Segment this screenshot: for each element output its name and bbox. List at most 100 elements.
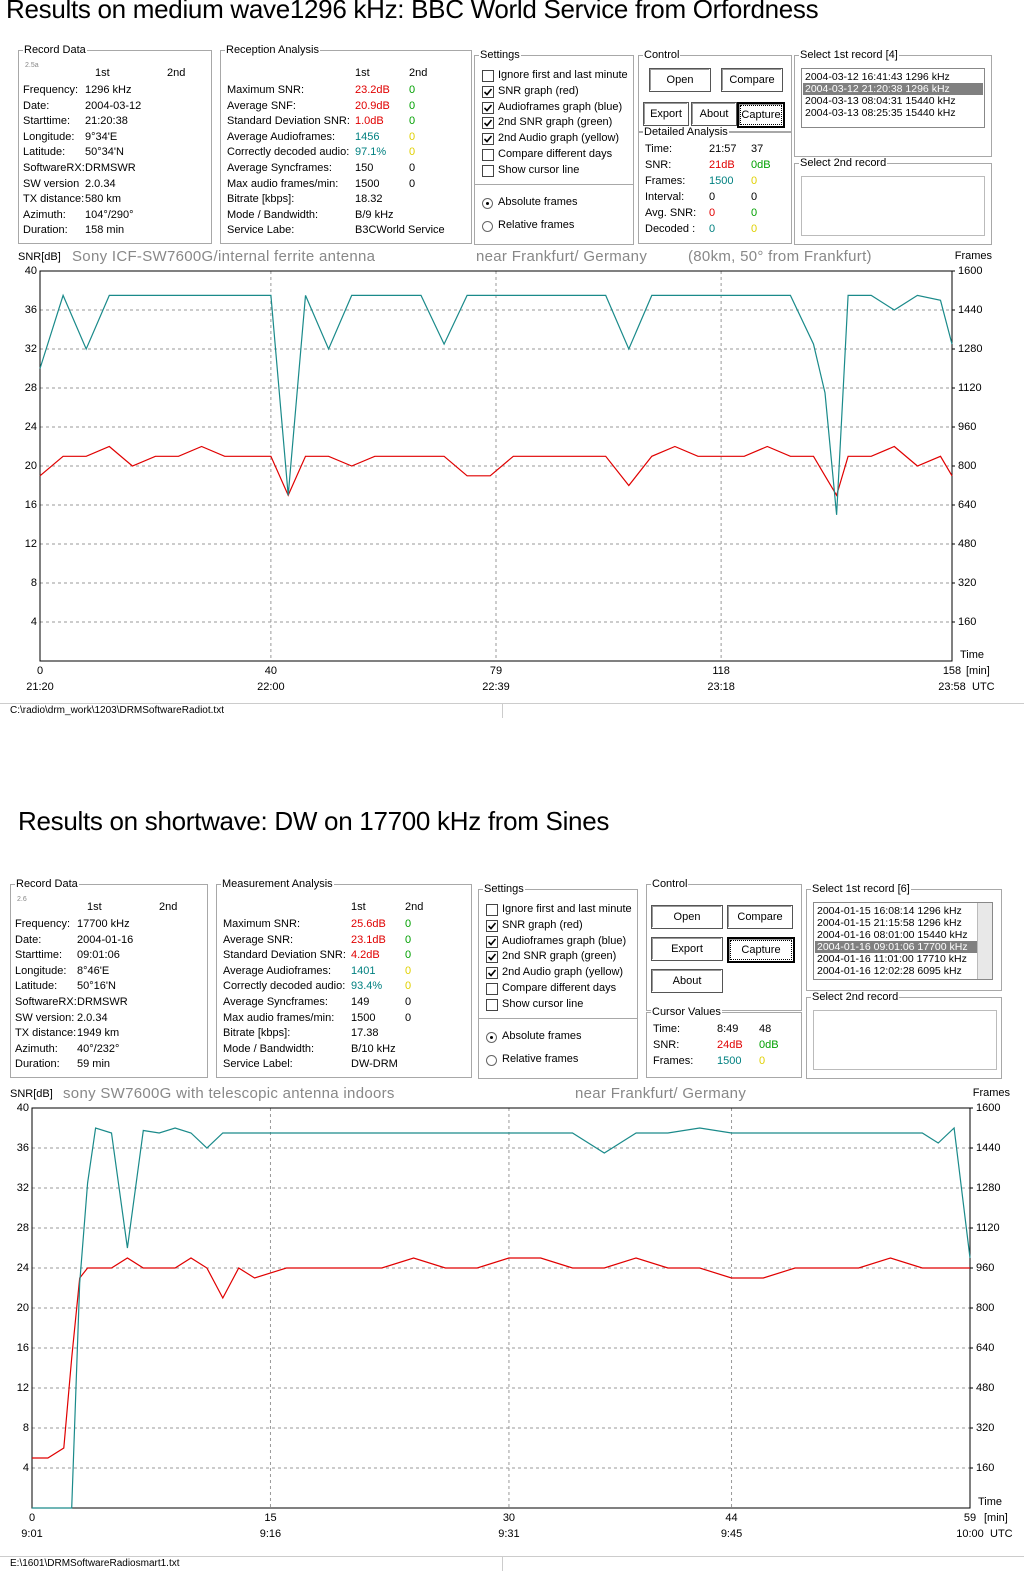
second-value: 0 bbox=[759, 1055, 766, 1067]
field-label: Interval: bbox=[645, 191, 685, 203]
checkbox[interactable] bbox=[486, 998, 498, 1011]
button[interactable]: Export bbox=[651, 937, 723, 961]
field-label: SoftwareRX: bbox=[15, 996, 77, 1008]
y-tick-label: 24 bbox=[25, 421, 37, 433]
field-label: Frequency: bbox=[15, 918, 71, 930]
radio[interactable] bbox=[482, 221, 493, 232]
radio[interactable] bbox=[486, 1032, 497, 1043]
checkbox[interactable] bbox=[486, 935, 498, 948]
field-label: SW version: bbox=[15, 1011, 75, 1024]
y-tick-label: 4 bbox=[23, 1462, 29, 1474]
version: 2.5a bbox=[25, 62, 39, 69]
second-value: 48 bbox=[759, 1023, 772, 1035]
y2-tick-label: 640 bbox=[976, 1342, 994, 1354]
checkbox[interactable] bbox=[482, 149, 494, 161]
first-value: B/9 kHz bbox=[355, 208, 394, 221]
button[interactable]: Export bbox=[643, 102, 689, 126]
group-title: Settings bbox=[483, 883, 525, 896]
first-value: 1500 bbox=[351, 1011, 376, 1024]
checkbox-label: SNR graph (red) bbox=[498, 84, 579, 97]
first-value: 21:57 bbox=[709, 143, 737, 155]
second-value: 0 bbox=[405, 918, 412, 930]
status-divider bbox=[502, 704, 503, 718]
checkbox[interactable] bbox=[482, 133, 494, 146]
y2-tick-label: 1280 bbox=[976, 1182, 1000, 1194]
group-title: Settings bbox=[479, 49, 521, 62]
radio-label: Relative frames bbox=[498, 219, 575, 231]
y-tick-label: 40 bbox=[25, 265, 37, 277]
column-header: 2nd bbox=[167, 67, 186, 79]
group-title: Select 1st record [6] bbox=[811, 883, 911, 896]
record-item[interactable]: 2004-01-15 16:08:14 1296 kHz bbox=[817, 905, 962, 917]
radio-dot bbox=[490, 1036, 493, 1039]
checkbox[interactable] bbox=[482, 164, 494, 177]
y-tick-label: 24 bbox=[17, 1262, 29, 1274]
record-item[interactable]: 2004-01-16 11:01:00 17710 kHz bbox=[817, 953, 967, 965]
y-tick-label: 28 bbox=[25, 382, 37, 394]
first-value: 17.38 bbox=[351, 1027, 379, 1040]
checkbox[interactable] bbox=[482, 85, 494, 98]
checkbox-label: Ignore first and last minute bbox=[498, 69, 628, 81]
field-label: Bitrate [kbps]: bbox=[227, 193, 295, 206]
chart-caption: near Frankfurt/ Germany bbox=[476, 248, 647, 265]
button[interactable]: Compare bbox=[727, 905, 793, 929]
record-item[interactable]: 2004-01-15 21:15:58 1296 kHz bbox=[817, 917, 962, 929]
field-value: 104°/290° bbox=[85, 208, 134, 221]
field-label: Max audio frames/min: bbox=[223, 1011, 335, 1024]
checkbox[interactable] bbox=[486, 919, 498, 932]
button[interactable]: Compare bbox=[721, 68, 783, 92]
record-item[interactable]: 2004-03-13 08:25:35 15440 kHz bbox=[805, 107, 956, 119]
version: 2.6 bbox=[17, 896, 27, 903]
x-tick-label: 30 bbox=[503, 1512, 515, 1524]
record-list[interactable]: 2004-01-15 16:08:14 1296 kHz 2004-01-15 2… bbox=[813, 902, 993, 980]
record-item[interactable]: 2004-03-13 08:04:31 15440 kHz bbox=[805, 95, 956, 107]
button[interactable]: Open bbox=[651, 905, 723, 929]
record-item[interactable]: 2004-03-12 16:41:43 1296 kHz bbox=[805, 71, 950, 83]
second-value: 0 bbox=[409, 146, 416, 159]
checkbox[interactable] bbox=[486, 904, 498, 916]
first-value: 0 bbox=[709, 223, 716, 235]
checkbox[interactable] bbox=[486, 983, 498, 995]
record-item[interactable]: 2004-01-16 09:01:06 17700 kHz bbox=[815, 941, 977, 953]
record-list[interactable] bbox=[801, 176, 985, 236]
button[interactable]: About bbox=[691, 102, 737, 126]
checkbox[interactable] bbox=[486, 967, 498, 980]
chart-caption: (80km, 50° from Frankfurt) bbox=[688, 248, 872, 265]
checkbox[interactable] bbox=[482, 101, 494, 114]
check-path bbox=[483, 88, 493, 96]
field-label: Latitude: bbox=[15, 980, 58, 993]
button[interactable]: Open bbox=[649, 68, 711, 92]
field-value: 158 min bbox=[85, 224, 125, 237]
button[interactable]: Capture bbox=[727, 937, 795, 963]
radio[interactable] bbox=[486, 1055, 497, 1066]
field-value: DRMSWR bbox=[85, 162, 136, 174]
second-value: 0 bbox=[751, 175, 758, 187]
record-item[interactable]: 2004-01-16 08:01:00 15440 kHz bbox=[817, 929, 968, 941]
button[interactable]: Capture bbox=[737, 102, 785, 128]
separator bbox=[479, 1018, 637, 1019]
plot-frame bbox=[31, 1107, 971, 1509]
field-label: Service Label: bbox=[223, 1058, 293, 1071]
button[interactable]: About bbox=[651, 969, 723, 993]
x-time-label: 23:58 bbox=[938, 681, 966, 693]
y2-axis-label: Frames bbox=[955, 250, 993, 262]
record-item[interactable]: 2004-03-12 21:20:38 1296 kHz bbox=[803, 83, 983, 95]
y2-tick-label: 1600 bbox=[976, 1102, 1000, 1114]
x-tick-label: 0 bbox=[29, 1512, 35, 1524]
checkbox-label: 2nd Audio graph (yellow) bbox=[498, 132, 620, 145]
status-divider bbox=[502, 1557, 503, 1571]
checkbox[interactable] bbox=[482, 70, 494, 82]
record-list[interactable] bbox=[813, 1010, 997, 1070]
y2-tick-label: 160 bbox=[976, 1462, 994, 1474]
radio[interactable] bbox=[482, 198, 493, 209]
x-unit: [min] bbox=[984, 1512, 1008, 1524]
x-time-label: 21:20 bbox=[26, 681, 54, 693]
checkbox[interactable] bbox=[486, 951, 498, 964]
series-line bbox=[39, 445, 953, 497]
detail-analysis: Cursor Values Time: 8:49 48 SNR: 24dB 0dB Frame… bbox=[646, 1006, 802, 1078]
checkbox[interactable] bbox=[482, 117, 494, 130]
record-list[interactable]: 2004-03-12 16:41:43 1296 kHz 2004-03-12 2… bbox=[801, 68, 985, 128]
record-item[interactable]: 2004-01-16 12:02:28 6095 kHz bbox=[817, 965, 962, 977]
field-label: Duration: bbox=[15, 1058, 60, 1071]
field-label: TX distance: bbox=[15, 1027, 77, 1040]
